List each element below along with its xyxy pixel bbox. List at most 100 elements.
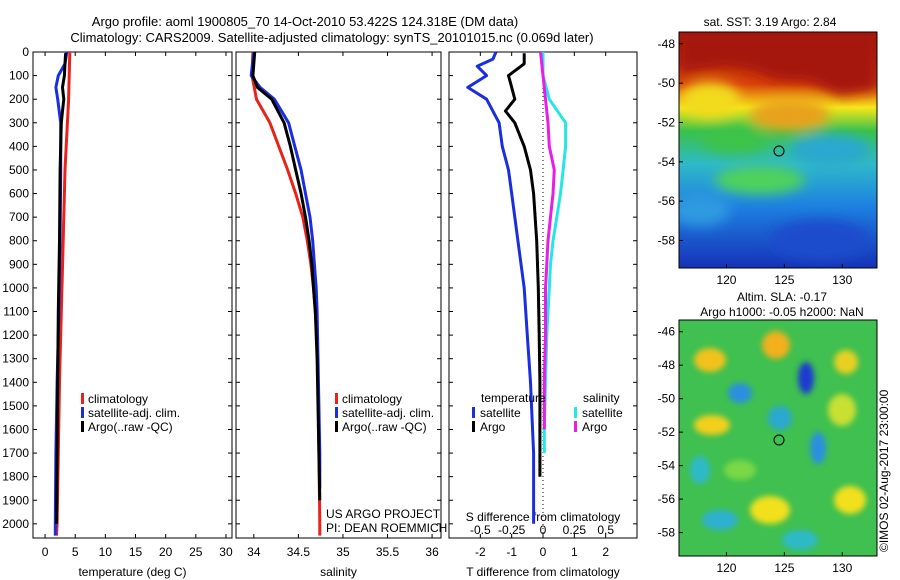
sst-map: sat. SST: 3.19 Argo: 2.84 120 125 130 -48 -5… [658, 15, 878, 287]
map-x-tick-label: 125 [774, 561, 794, 575]
x-tick-label: -1 [506, 545, 517, 559]
sla-map: Altim. SLA: -0.17 Argo h1000: -0.05 h200… [658, 290, 878, 575]
series-line [539, 51, 556, 430]
x-tick-label: -2 [475, 545, 486, 559]
legend-label: satellite [582, 406, 623, 420]
x-axis-label: salinity [320, 565, 357, 579]
x-tick-label: 34.5 [287, 545, 311, 559]
y-tick-label: 900 [9, 257, 29, 271]
legend-label: Argo [480, 420, 506, 434]
y-tick-label: 1200 [2, 328, 29, 342]
legend-swatch [472, 407, 475, 418]
y-tick-label: 1900 [2, 493, 29, 507]
argo-location-marker-2 [773, 434, 785, 446]
y-tick-label: 200 [9, 92, 29, 106]
y-tick-label: 1800 [2, 470, 29, 484]
s-tick-label: 0.5 [597, 523, 614, 537]
y-tick-label: 1000 [2, 281, 29, 295]
series-line [466, 51, 536, 524]
y-tick-label: 500 [9, 163, 29, 177]
x-tick-label: 0 [42, 545, 49, 559]
project-annotation: US ARGO PROJECT [326, 507, 441, 521]
series-line [503, 53, 542, 477]
legend-label: climatology [88, 392, 148, 406]
y-tick-label: 0 [22, 45, 29, 59]
y-tick-label: 1300 [2, 352, 29, 366]
sla-map-title-2: Argo h1000: -0.05 h2000: NaN [700, 305, 863, 319]
series-line [55, 53, 68, 524]
legend-label: Argo(..raw -QC) [88, 420, 173, 434]
map-y-tick-label: -48 [658, 37, 676, 51]
map-y-tick-label: -56 [658, 492, 676, 506]
y-tick-label: 2000 [2, 517, 29, 531]
x-tick-label: 36 [425, 545, 439, 559]
x-tick-label: 35 [336, 545, 350, 559]
y-tick-label: 400 [9, 139, 29, 153]
legend-label: Argo(..raw -QC) [342, 420, 427, 434]
y-tick-label: 300 [9, 116, 29, 130]
x-tick-label: 10 [99, 545, 113, 559]
legend-swatch [335, 407, 338, 418]
y-tick-label: 1100 [3, 305, 29, 319]
legend-heading-salinity: salinity [583, 391, 620, 405]
legend-swatch [81, 421, 84, 432]
x-tick-label: 2 [602, 545, 609, 559]
legend-swatch [335, 421, 338, 432]
y-tick-label: 700 [9, 210, 29, 224]
map-y-tick-label: -52 [658, 425, 676, 439]
imos-watermark: ©IMOS 02-Aug-2017 23:00:00 [877, 389, 891, 552]
x-tick-label: 0 [540, 545, 547, 559]
x-tick-label: 1 [571, 545, 578, 559]
map-y-tick-label: -54 [658, 155, 676, 169]
map-x-tick-label: 120 [716, 561, 736, 575]
legend-swatch [472, 421, 475, 432]
x-tick-label: 15 [129, 545, 143, 559]
plot-frame [235, 51, 442, 539]
map-y-tick-label: -56 [658, 194, 676, 208]
s-tick-label: 0 [540, 523, 547, 537]
y-tick-label: 1700 [2, 446, 29, 460]
x-tick-label: 30 [219, 545, 233, 559]
y-tick-label: 1500 [2, 399, 29, 413]
s-tick-label: -0.5 [470, 523, 491, 537]
map-x-tick-label: 125 [774, 273, 794, 287]
legend-swatch [574, 421, 577, 432]
map-x-tick-label: 130 [832, 273, 852, 287]
legend-swatch [81, 407, 84, 418]
x-tick-label: 34 [247, 545, 261, 559]
argo-location-marker [773, 145, 785, 157]
salinity-panel: 34 34.5 35 35.5 36 salinity climatologysatelli… [235, 51, 447, 579]
map-x-tick-label: 120 [716, 273, 736, 287]
x-axis-label: temperature (deg C) [78, 565, 186, 579]
sst-map-title: sat. SST: 3.19 Argo: 2.84 [704, 15, 837, 29]
legend-label: climatology [342, 392, 402, 406]
legend-swatch [335, 393, 338, 404]
legend-label: satellite-adj. clim. [342, 406, 434, 420]
legend-heading-temperature: temperature [481, 391, 546, 405]
map-y-tick-label: -58 [658, 233, 676, 247]
x-tick-label: 35.5 [376, 545, 400, 559]
legend-label: Argo [582, 420, 608, 434]
title-line-1: Argo profile: aoml 1900805_70 14-Oct-201… [92, 14, 518, 29]
s-tick-label: 0.25 [563, 523, 587, 537]
legend-label: satellite [480, 406, 521, 420]
y-tick-label: 1600 [2, 422, 29, 436]
map-y-tick-label: -54 [658, 459, 676, 473]
map-y-tick-label: -48 [658, 358, 676, 372]
map-y-tick-label: -52 [658, 115, 676, 129]
temperature-panel: 0100200300400500600700800900100011001200… [2, 45, 233, 579]
x-axis-label: T difference from climatology [466, 565, 620, 579]
map-y-tick-label: -50 [658, 392, 676, 406]
map-y-tick-label: -46 [658, 325, 676, 339]
legend-swatch [574, 407, 577, 418]
x-tick-label: 5 [72, 545, 79, 559]
s-tick-label: -0.25 [498, 523, 526, 537]
map-y-tick-label: -58 [658, 526, 676, 540]
x-tick-label: 20 [159, 545, 173, 559]
legend-swatch [81, 393, 84, 404]
legend-label: satellite-adj. clim. [88, 406, 180, 420]
map-y-tick-label: -50 [658, 76, 676, 90]
y-tick-label: 800 [9, 234, 29, 248]
x-tick-label: 25 [189, 545, 203, 559]
